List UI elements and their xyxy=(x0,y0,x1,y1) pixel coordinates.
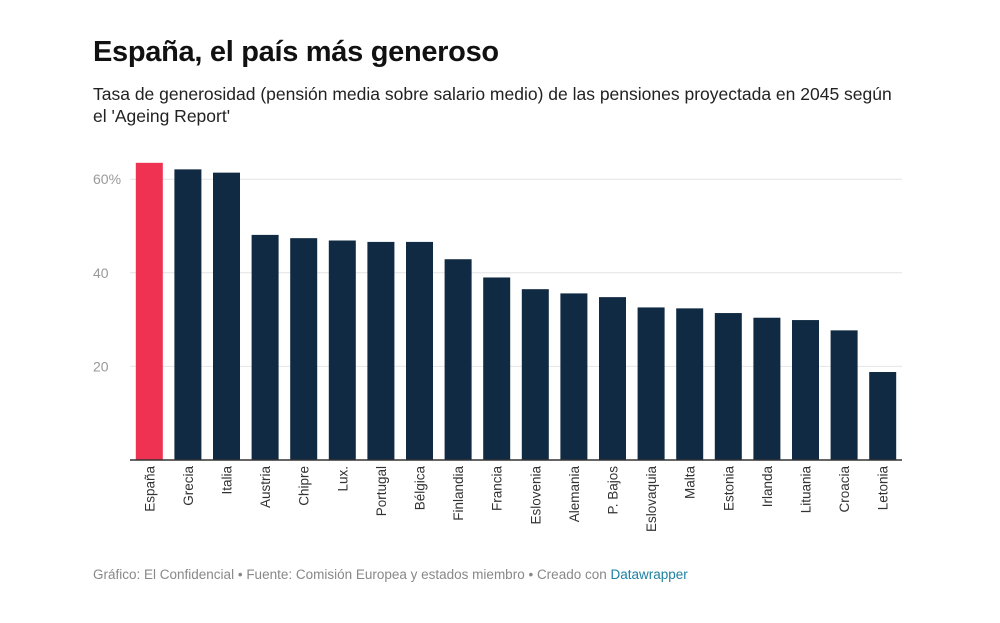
datawrapper-link[interactable]: Datawrapper xyxy=(610,567,688,582)
bar-16 xyxy=(753,317,781,460)
x-tick-label-8: Finlandia xyxy=(451,466,466,521)
x-tick-label-12: P. Bajos xyxy=(606,466,621,515)
x-tick-label-11: Alemania xyxy=(567,466,582,523)
x-tick-label-2: Italia xyxy=(220,466,235,495)
x-tick-label-15: Estonia xyxy=(721,466,736,512)
x-tick-label-1: Grecia xyxy=(181,466,196,506)
x-tick-label-3: Austria xyxy=(258,466,273,509)
bar-1 xyxy=(174,169,202,460)
x-tick-label-0: España xyxy=(142,466,157,512)
bar-14 xyxy=(676,308,704,460)
bar-9 xyxy=(483,277,511,460)
bar-8 xyxy=(444,259,472,460)
x-tick-label-4: Chipre xyxy=(297,466,312,506)
bar-18 xyxy=(830,330,858,460)
y-tick-label-40: 40 xyxy=(93,265,109,281)
x-tick-label-18: Croacia xyxy=(837,466,852,513)
bar-19 xyxy=(869,372,897,460)
x-tick-label-17: Lituania xyxy=(799,466,814,514)
bar-5 xyxy=(328,240,356,460)
x-tick-label-16: Irlanda xyxy=(760,466,775,508)
bar-11 xyxy=(560,293,588,460)
bar-chart: 20 40 60% España Grecia Italia Austria Chipre Lu… xyxy=(93,162,902,533)
bar-3 xyxy=(251,234,279,460)
x-tick-label-6: Portugal xyxy=(374,466,389,516)
chart-footer: Gráfico: El Confidencial • Fuente: Comis… xyxy=(93,567,688,582)
bar-4 xyxy=(290,238,318,460)
y-tick-label-20: 20 xyxy=(93,358,109,374)
x-tick-label-10: Eslovenia xyxy=(528,466,543,525)
bar-7 xyxy=(406,241,433,460)
bar-2 xyxy=(213,172,240,460)
x-tick-label-13: Eslovaquia xyxy=(644,466,659,533)
x-tick-label-9: Francia xyxy=(490,466,505,512)
footer-separator-2: • xyxy=(524,567,537,582)
x-tick-label-19: Letonia xyxy=(876,466,891,511)
footer-credit: Gráfico: El Confidencial xyxy=(93,567,235,582)
x-tick-label-14: Malta xyxy=(683,466,698,500)
y-tick-label-60: 60% xyxy=(93,171,121,187)
footer-separator-1: • xyxy=(234,567,247,582)
bar-17 xyxy=(792,320,819,460)
x-tick-label-7: Bélgica xyxy=(413,466,428,511)
chart-title: España, el país más generoso xyxy=(93,36,499,68)
bar-15 xyxy=(714,313,742,460)
footer-source: Fuente: Comisión Europea y estados miemb… xyxy=(246,567,525,582)
bar-6 xyxy=(367,241,395,460)
x-tick-label-5: Lux. xyxy=(335,466,350,492)
footer-created-with: Creado con xyxy=(536,567,607,582)
bar-10 xyxy=(521,289,549,460)
bar-0 xyxy=(135,162,163,460)
bar-13 xyxy=(637,307,665,460)
chart-subtitle: Tasa de generosidad (pensión media sobre… xyxy=(93,84,892,126)
bar-12 xyxy=(599,297,626,460)
